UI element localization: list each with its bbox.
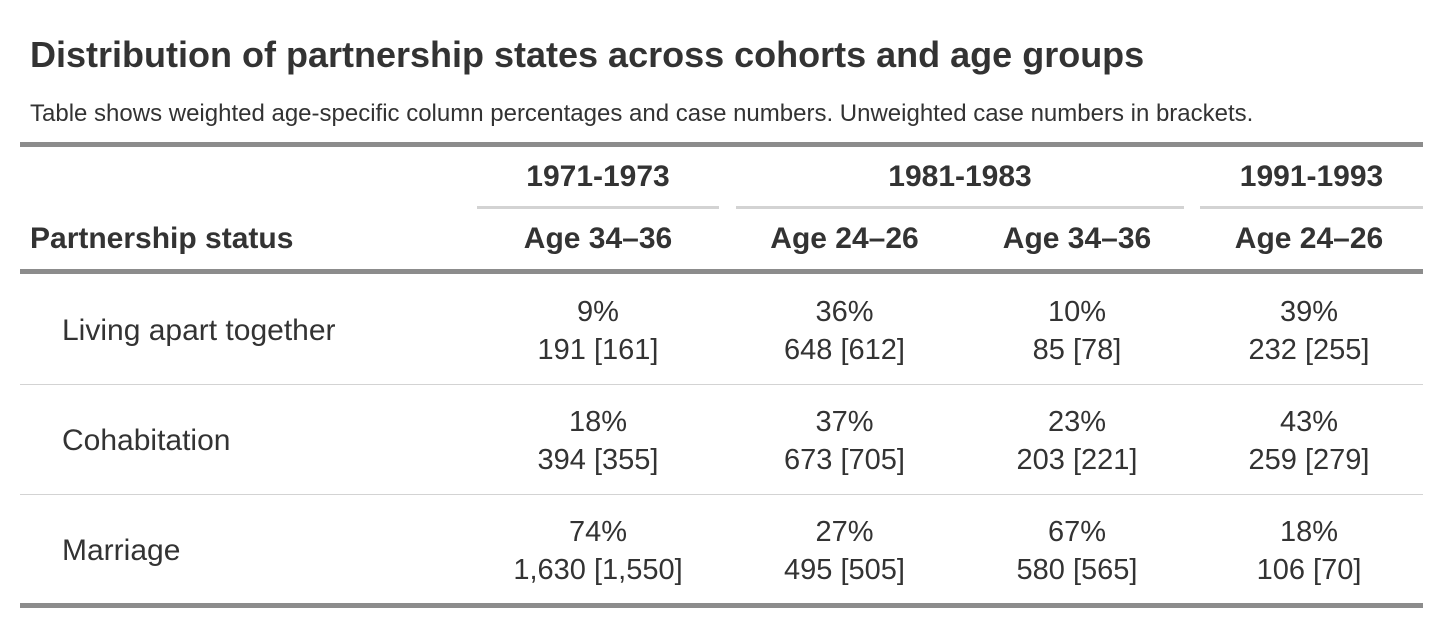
table-cell: 10% 85 [78] xyxy=(962,293,1192,369)
cell-case-numbers: 191 [161] xyxy=(537,334,659,366)
spanner-underline-1971-1973 xyxy=(477,206,719,209)
row-label-marriage: Marriage xyxy=(62,534,181,567)
table-cell: 43% 259 [279] xyxy=(1200,403,1418,479)
cell-percentage: 9% xyxy=(577,296,619,328)
cell-percentage: 18% xyxy=(1279,516,1339,548)
spanner-1981-1983: 1981-1983 xyxy=(888,160,1032,193)
table-cell: 9% 191 [161] xyxy=(478,293,718,369)
cell-case-numbers: 1,630 [1,550] xyxy=(513,554,683,586)
row-divider xyxy=(20,494,1423,495)
column-header: Age 34–36 xyxy=(523,222,673,255)
cell-percentage: 74% xyxy=(568,516,628,548)
row-label-cohabitation: Cohabitation xyxy=(62,424,231,457)
table-cell: 18% 106 [70] xyxy=(1200,513,1418,589)
bottom-rule xyxy=(20,603,1423,608)
cell-case-numbers: 580 [565] xyxy=(1016,554,1138,586)
column-header: Age 24–26 xyxy=(770,222,919,255)
cell-case-numbers: 232 [255] xyxy=(1248,334,1370,366)
table-cell: 18% 394 [355] xyxy=(478,403,718,479)
cell-case-numbers: 203 [221] xyxy=(1016,444,1138,476)
cell-percentage: 43% xyxy=(1279,406,1339,438)
table-cell: 37% 673 [705] xyxy=(737,403,952,479)
table-cell: 39% 232 [255] xyxy=(1200,293,1418,369)
cell-case-numbers: 673 [705] xyxy=(784,444,905,476)
cell-percentage: 36% xyxy=(815,296,874,328)
cell-percentage: 10% xyxy=(1047,296,1107,328)
table-title: Distribution of partnership states acros… xyxy=(30,34,1145,75)
table-subtitle: Table shows weighted age-specific column… xyxy=(30,100,1254,127)
top-rule xyxy=(20,142,1423,147)
cell-percentage: 23% xyxy=(1047,406,1107,438)
cell-case-numbers: 394 [355] xyxy=(537,444,659,476)
table-cell: 74% 1,630 [1,550] xyxy=(478,513,718,589)
column-header: Age 24–26 xyxy=(1234,222,1384,255)
column-header: Age 34–36 xyxy=(1002,222,1152,255)
spanner-1991-1993: 1991-1993 xyxy=(1239,160,1384,193)
row-divider xyxy=(20,384,1423,385)
cell-percentage: 39% xyxy=(1279,296,1339,328)
cell-percentage: 18% xyxy=(568,406,628,438)
row-label-living-apart-together: Living apart together xyxy=(62,314,336,347)
cell-case-numbers: 648 [612] xyxy=(784,334,905,366)
cell-percentage: 67% xyxy=(1047,516,1107,548)
stub-header: Partnership status xyxy=(30,222,294,255)
table-cell: 27% 495 [505] xyxy=(737,513,952,589)
cell-case-numbers: 259 [279] xyxy=(1248,444,1370,476)
header-rule xyxy=(20,269,1423,274)
spanner-1971-1973: 1971-1973 xyxy=(526,160,670,193)
table-cell: 23% 203 [221] xyxy=(962,403,1192,479)
spanner-underline-1991-1993 xyxy=(1200,206,1423,209)
table-cell: 36% 648 [612] xyxy=(737,293,952,369)
spanner-underline-1981-1983 xyxy=(736,206,1184,209)
cell-percentage: 27% xyxy=(815,516,874,548)
table-cell: 67% 580 [565] xyxy=(962,513,1192,589)
cell-case-numbers: 106 [70] xyxy=(1256,554,1362,586)
cell-case-numbers: 495 [505] xyxy=(784,554,905,586)
cell-case-numbers: 85 [78] xyxy=(1032,334,1122,366)
cell-percentage: 37% xyxy=(815,406,874,438)
